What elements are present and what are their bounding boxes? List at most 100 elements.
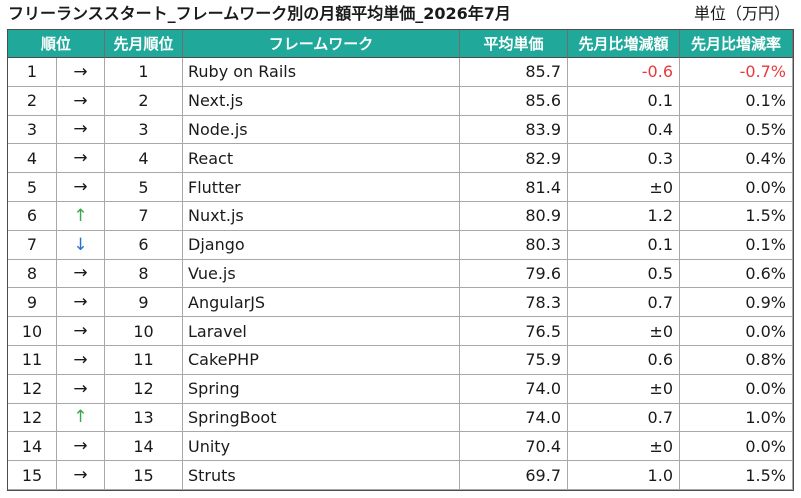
rank-cell: 4 (8, 144, 57, 174)
change-amount-cell: ±0 (568, 173, 680, 202)
prev-rank-cell: 3 (105, 115, 183, 145)
change-rate-cell: 0.0% (680, 374, 793, 404)
change-rate-cell: 0.1% (680, 86, 793, 116)
ranking-table: 順位 先月順位 フレームワーク 平均単価 先月比増減額 先月比増減率 1 → 1 Ru… (8, 30, 793, 490)
avg-price-cell: 70.4 (460, 432, 568, 462)
trend-up-arrow-icon: ↑ (57, 403, 105, 433)
avg-price-cell: 79.6 (460, 259, 568, 289)
change-amount-cell: 0.6 (568, 345, 680, 375)
change-amount-cell: 1.2 (568, 201, 680, 231)
framework-name-cell: Spring (183, 374, 460, 404)
avg-price-cell: 85.6 (460, 86, 568, 116)
rank-cell: 2 (8, 86, 57, 116)
change-rate-cell: 0.0% (680, 317, 793, 346)
prev-rank-cell: 11 (105, 345, 183, 375)
prev-rank-cell: 15 (105, 461, 183, 490)
trend-right-arrow-icon: → (57, 288, 105, 318)
change-amount-cell: ±0 (568, 432, 680, 462)
prev-rank-cell: 8 (105, 259, 183, 289)
avg-price-cell: 74.0 (460, 374, 568, 404)
framework-name-cell: Unity (183, 432, 460, 462)
unit-label: 単位（万円） (693, 4, 790, 23)
avg-price-cell: 76.5 (460, 317, 568, 346)
avg-price-cell: 83.9 (460, 115, 568, 145)
prev-rank-cell: 12 (105, 374, 183, 404)
framework-name-cell: Next.js (183, 86, 460, 116)
change-amount-cell: -0.6 (568, 58, 680, 87)
header-rank: 順位 (8, 30, 105, 58)
change-amount-cell: 0.1 (568, 86, 680, 116)
avg-price-cell: 80.3 (460, 230, 568, 260)
prev-rank-cell: 2 (105, 86, 183, 116)
rank-cell: 6 (8, 201, 57, 231)
change-rate-cell: 0.0% (680, 432, 793, 462)
avg-price-cell: 78.3 (460, 288, 568, 318)
header-change-rate: 先月比増減率 (680, 30, 793, 58)
rank-cell: 12 (8, 374, 57, 404)
rank-cell: 10 (8, 317, 57, 346)
change-amount-cell: 1.0 (568, 461, 680, 490)
framework-name-cell: Struts (183, 461, 460, 490)
change-rate-cell: 0.9% (680, 288, 793, 318)
change-amount-cell: 0.4 (568, 115, 680, 145)
rank-cell: 1 (8, 58, 57, 87)
avg-price-cell: 80.9 (460, 201, 568, 231)
prev-rank-cell: 9 (105, 288, 183, 318)
change-rate-cell: 0.1% (680, 230, 793, 260)
trend-right-arrow-icon: → (57, 58, 105, 87)
prev-rank-cell: 7 (105, 201, 183, 231)
avg-price-cell: 69.7 (460, 461, 568, 490)
prev-rank-cell: 1 (105, 58, 183, 87)
change-rate-cell: 1.5% (680, 461, 793, 490)
trend-right-arrow-icon: → (57, 432, 105, 462)
rank-cell: 15 (8, 461, 57, 490)
framework-name-cell: Laravel (183, 317, 460, 346)
framework-name-cell: React (183, 144, 460, 174)
framework-name-cell: Django (183, 230, 460, 260)
trend-right-arrow-icon: → (57, 259, 105, 289)
trend-right-arrow-icon: → (57, 86, 105, 116)
trend-down-arrow-icon: ↓ (57, 230, 105, 260)
prev-rank-cell: 6 (105, 230, 183, 260)
avg-price-cell: 85.7 (460, 58, 568, 87)
avg-price-cell: 75.9 (460, 345, 568, 375)
change-amount-cell: 0.7 (568, 288, 680, 318)
framework-name-cell: CakePHP (183, 345, 460, 375)
prev-rank-cell: 4 (105, 144, 183, 174)
trend-right-arrow-icon: → (57, 345, 105, 375)
rank-cell: 11 (8, 345, 57, 375)
change-rate-cell: 1.0% (680, 403, 793, 433)
header-change-amount: 先月比増減額 (568, 30, 680, 58)
framework-name-cell: Nuxt.js (183, 201, 460, 231)
change-amount-cell: 0.1 (568, 230, 680, 260)
rank-cell: 12 (8, 403, 57, 433)
trend-right-arrow-icon: → (57, 115, 105, 145)
framework-name-cell: Node.js (183, 115, 460, 145)
change-amount-cell: 0.7 (568, 403, 680, 433)
prev-rank-cell: 13 (105, 403, 183, 433)
header-framework: フレームワーク (183, 30, 460, 58)
header-avg-price: 平均単価 (460, 30, 568, 58)
change-rate-cell: 0.8% (680, 345, 793, 375)
header-prev-rank: 先月順位 (105, 30, 183, 58)
change-rate-cell: -0.7% (680, 58, 793, 87)
prev-rank-cell: 14 (105, 432, 183, 462)
change-amount-cell: 0.3 (568, 144, 680, 174)
trend-up-arrow-icon: ↑ (57, 201, 105, 231)
framework-name-cell: SpringBoot (183, 403, 460, 433)
prev-rank-cell: 5 (105, 173, 183, 202)
change-amount-cell: ±0 (568, 317, 680, 346)
prev-rank-cell: 10 (105, 317, 183, 346)
rank-cell: 14 (8, 432, 57, 462)
rank-cell: 5 (8, 173, 57, 202)
avg-price-cell: 82.9 (460, 144, 568, 174)
rank-cell: 8 (8, 259, 57, 289)
change-rate-cell: 0.4% (680, 144, 793, 174)
change-rate-cell: 0.0% (680, 173, 793, 202)
rank-cell: 3 (8, 115, 57, 145)
framework-name-cell: AngularJS (183, 288, 460, 318)
change-rate-cell: 0.5% (680, 115, 793, 145)
change-amount-cell: 0.5 (568, 259, 680, 289)
avg-price-cell: 81.4 (460, 173, 568, 202)
avg-price-cell: 74.0 (460, 403, 568, 433)
